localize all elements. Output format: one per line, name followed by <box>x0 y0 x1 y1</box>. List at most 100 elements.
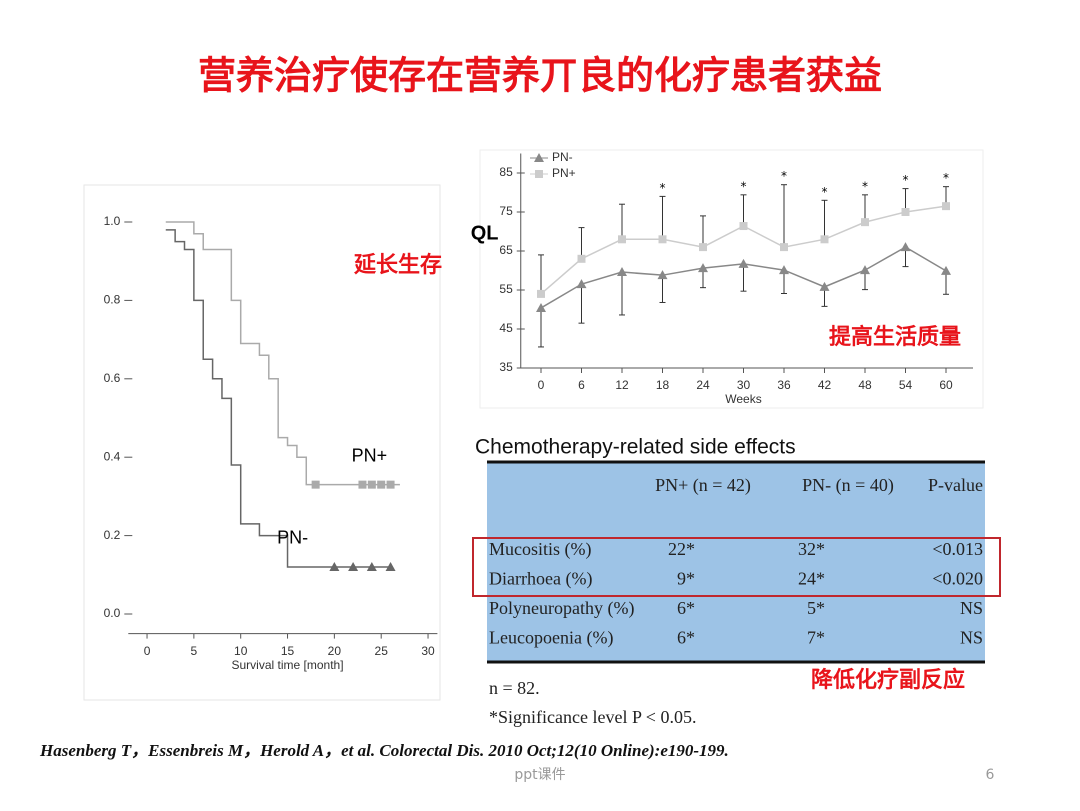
marker <box>311 480 320 489</box>
marker <box>900 242 911 252</box>
y-tick-label: 35 <box>499 360 513 374</box>
table-cell: Diarrhoea (%) <box>489 569 592 590</box>
marker <box>576 279 587 289</box>
marker <box>780 243 788 252</box>
table-header: P-value <box>928 475 983 495</box>
series-label: PN+ <box>352 445 388 465</box>
marker <box>577 254 586 263</box>
y-tick-label: 0.8 <box>104 293 121 307</box>
table-cell: Leucopoenia (%) <box>489 628 613 649</box>
marker <box>819 281 830 291</box>
marker <box>820 235 829 244</box>
x-tick-label: 18 <box>656 378 670 392</box>
table-cell: Polyneuropathy (%) <box>489 598 634 619</box>
table-background <box>487 462 985 662</box>
x-tick-label: 36 <box>777 378 791 392</box>
marker <box>901 208 910 216</box>
marker <box>535 170 543 178</box>
table-cell: <0.020 <box>932 569 983 589</box>
survival-curve <box>165 221 400 486</box>
table-header: PN+ (n = 42) <box>655 475 751 496</box>
citation: Hasenberg T，Essenbreis M，Herold A，et al.… <box>39 741 729 760</box>
marker <box>366 561 377 571</box>
table-cell: <0.013 <box>932 539 983 559</box>
x-tick-label: 42 <box>818 378 832 392</box>
annotation: 延长生存 <box>353 252 442 278</box>
legend-label: PN+ <box>552 166 576 180</box>
x-tick-label: 0 <box>144 644 151 658</box>
table-cell: Mucositis (%) <box>489 539 592 560</box>
marker <box>738 258 749 268</box>
marker <box>618 235 626 244</box>
marker <box>348 561 359 571</box>
marker <box>739 222 748 231</box>
annotation: 提高生活质量 <box>829 324 961 350</box>
marker <box>358 480 367 489</box>
x-tick-label: 0 <box>538 378 545 392</box>
chart-frame <box>479 149 984 409</box>
marker <box>942 202 950 211</box>
marker <box>860 265 870 275</box>
marker <box>779 265 789 275</box>
table-cell: NS <box>960 628 983 648</box>
significance-mark: * <box>822 185 828 199</box>
marker <box>941 265 951 275</box>
x-tick-label: 6 <box>578 378 585 392</box>
marker <box>386 480 395 489</box>
y-tick-label: 1.0 <box>104 214 121 228</box>
y-tick-label: 65 <box>499 243 513 257</box>
marker <box>377 480 386 489</box>
marker <box>699 243 707 252</box>
marker <box>385 561 396 571</box>
slide-title: 营养治疗使存在营养丌良的化疗患者获益 <box>198 54 882 98</box>
x-tick-label: 5 <box>191 644 198 658</box>
x-tick-label: 10 <box>234 644 248 658</box>
x-tick-label: 60 <box>939 378 953 392</box>
x-tick-label: 54 <box>899 378 913 392</box>
marker <box>658 235 667 244</box>
x-tick-label: 30 <box>421 644 435 658</box>
x-tick-label: 48 <box>858 378 872 392</box>
significance-mark: * <box>943 171 949 185</box>
x-tick-label: 24 <box>696 378 710 392</box>
significance-mark: * <box>862 179 868 193</box>
x-axis-label: Weeks <box>725 392 761 406</box>
x-tick-label: 25 <box>375 644 389 658</box>
marker <box>536 302 546 312</box>
page-number: 6 <box>986 767 995 783</box>
significance-mark: * <box>781 169 787 183</box>
y-axis-label: QL <box>471 222 499 244</box>
marker <box>861 218 869 227</box>
y-tick-label: 0.6 <box>104 371 121 385</box>
marker <box>537 289 545 298</box>
table-cell: 22* <box>668 539 695 559</box>
table-header: PN- (n = 40) <box>802 475 894 496</box>
marker <box>657 270 668 280</box>
y-tick-label: 0.4 <box>104 449 121 463</box>
significance-mark: * <box>660 181 666 195</box>
marker <box>617 267 627 277</box>
marker <box>329 561 340 571</box>
table-cell: 9* <box>677 569 695 589</box>
table-title: Chemotherapy-related side effects <box>475 436 796 459</box>
highlight-box <box>472 537 1001 597</box>
marker <box>698 263 708 273</box>
table-note: n = 82. <box>489 678 540 698</box>
table-cell: 6* <box>677 598 695 618</box>
table-cell: 24* <box>798 569 825 589</box>
series-label: PN- <box>277 528 308 548</box>
y-tick-label: 85 <box>499 165 513 179</box>
y-tick-label: 75 <box>499 204 513 218</box>
table-cell: 5* <box>807 598 825 618</box>
y-tick-label: 0.2 <box>104 528 121 542</box>
table-cell: 32* <box>798 539 825 559</box>
chart-frame <box>83 184 441 701</box>
marker <box>534 153 544 162</box>
table-cell: 6* <box>677 628 695 648</box>
x-tick-label: 12 <box>615 378 629 392</box>
table-note: *Significance level P < 0.05. <box>489 707 696 727</box>
x-tick-label: 20 <box>328 644 342 658</box>
significance-mark: * <box>741 179 747 193</box>
